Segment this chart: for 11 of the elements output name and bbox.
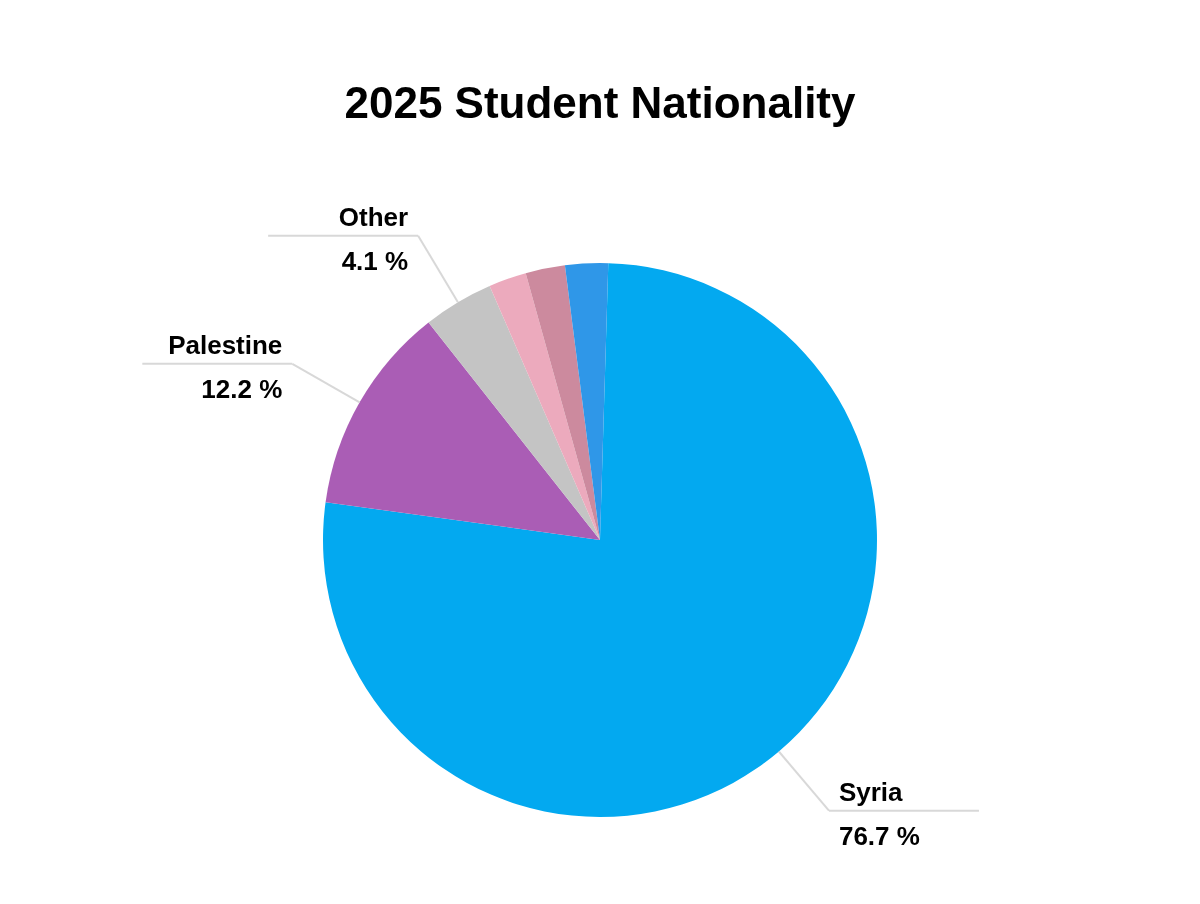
pie-slice (428, 285, 600, 540)
chart-title: 2025 Student Nationality (344, 78, 857, 127)
pie-slice (489, 273, 600, 540)
pie-slice (325, 322, 600, 540)
slice-label: Other (338, 201, 409, 232)
data-label: 4.1 % (341, 245, 409, 276)
pie-slice (525, 265, 600, 540)
slice-label: Syria (838, 776, 904, 807)
data-label: 12.2 % (201, 373, 283, 404)
data-label: 76.7 % (838, 820, 920, 851)
slice-label: Palestine (168, 329, 283, 360)
